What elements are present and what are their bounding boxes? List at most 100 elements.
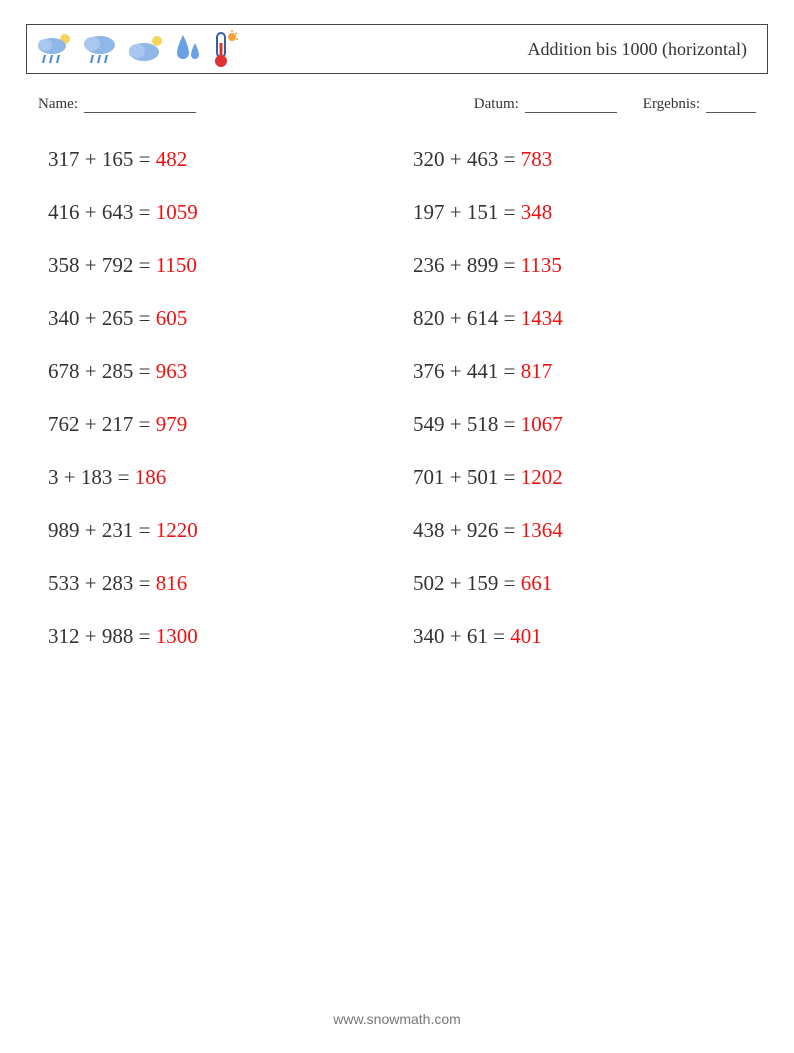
- date-blank[interactable]: [525, 96, 617, 113]
- answer: 817: [521, 359, 553, 383]
- operand-a: 312: [48, 624, 80, 648]
- problem: 236 + 899 = 1135: [413, 253, 768, 278]
- operand-b: 501: [467, 465, 499, 489]
- problem: 416 + 643 = 1059: [48, 200, 403, 225]
- answer: 1059: [156, 200, 198, 224]
- problem: 502 + 159 = 661: [413, 571, 768, 596]
- worksheet-page: Addition bis 1000 (horizontal) Name: Dat…: [0, 0, 794, 1053]
- operand-b: 217: [102, 412, 134, 436]
- problem: 317 + 165 = 482: [48, 147, 403, 172]
- name-blank[interactable]: [84, 96, 196, 113]
- problems-grid: 317 + 165 = 482 320 + 463 = 783 416 + 643 …: [48, 147, 768, 649]
- problem: 3 + 183 = 186: [48, 465, 403, 490]
- cloud-rain-icon: [81, 31, 121, 67]
- answer: 783: [521, 147, 553, 171]
- date-label: Datum:: [474, 96, 519, 113]
- name-label: Name:: [38, 96, 78, 113]
- footer-url: www.snowmath.com: [0, 1011, 794, 1027]
- worksheet-title: Addition bis 1000 (horizontal): [528, 39, 747, 60]
- operand-a: 678: [48, 359, 80, 383]
- operand-a: 416: [48, 200, 80, 224]
- thermometer-sun-icon: [209, 29, 239, 69]
- header-icons: [35, 29, 239, 69]
- operand-a: 236: [413, 253, 445, 277]
- operand-b: 899: [467, 253, 499, 277]
- operand-a: 358: [48, 253, 80, 277]
- operand-b: 988: [102, 624, 134, 648]
- meta-row: Name: Datum: Ergebnis:: [38, 96, 756, 113]
- operand-a: 989: [48, 518, 80, 542]
- problem: 701 + 501 = 1202: [413, 465, 768, 490]
- problem: 989 + 231 = 1220: [48, 518, 403, 543]
- operand-a: 820: [413, 306, 445, 330]
- operand-a: 762: [48, 412, 80, 436]
- operand-b: 159: [467, 571, 499, 595]
- answer: 605: [156, 306, 188, 330]
- problem: 320 + 463 = 783: [413, 147, 768, 172]
- operand-b: 61: [467, 624, 488, 648]
- problem: 762 + 217 = 979: [48, 412, 403, 437]
- problem: 820 + 614 = 1434: [413, 306, 768, 331]
- header: Addition bis 1000 (horizontal): [26, 24, 768, 74]
- answer: 1150: [156, 253, 197, 277]
- operand-b: 285: [102, 359, 134, 383]
- answer: 979: [156, 412, 188, 436]
- answer: 1067: [521, 412, 563, 436]
- answer: 661: [521, 571, 553, 595]
- operand-a: 376: [413, 359, 445, 383]
- operand-a: 438: [413, 518, 445, 542]
- meta-right: Datum: Ergebnis:: [474, 96, 756, 113]
- problem: 376 + 441 = 817: [413, 359, 768, 384]
- operand-a: 197: [413, 200, 445, 224]
- problem: 340 + 61 = 401: [413, 624, 768, 649]
- operand-b: 283: [102, 571, 134, 595]
- answer: 1364: [521, 518, 563, 542]
- answer: 1135: [521, 253, 562, 277]
- raindrops-icon: [173, 31, 203, 67]
- operand-a: 3: [48, 465, 59, 489]
- operand-a: 549: [413, 412, 445, 436]
- operand-b: 614: [467, 306, 499, 330]
- answer: 1220: [156, 518, 198, 542]
- answer: 482: [156, 147, 188, 171]
- operand-b: 518: [467, 412, 499, 436]
- meta-name: Name:: [38, 96, 196, 113]
- problem: 340 + 265 = 605: [48, 306, 403, 331]
- operand-b: 441: [467, 359, 499, 383]
- operand-b: 643: [102, 200, 134, 224]
- problem: 312 + 988 = 1300: [48, 624, 403, 649]
- operand-b: 926: [467, 518, 499, 542]
- result-blank[interactable]: [706, 96, 756, 113]
- problem: 197 + 151 = 348: [413, 200, 768, 225]
- operand-a: 340: [48, 306, 80, 330]
- operand-b: 265: [102, 306, 134, 330]
- answer: 348: [521, 200, 553, 224]
- answer: 1434: [521, 306, 563, 330]
- problem: 678 + 285 = 963: [48, 359, 403, 384]
- problem: 358 + 792 = 1150: [48, 253, 403, 278]
- operand-b: 151: [467, 200, 499, 224]
- problem: 533 + 283 = 816: [48, 571, 403, 596]
- result-label: Ergebnis:: [643, 96, 700, 113]
- operand-b: 165: [102, 147, 134, 171]
- cloud-moon-icon: [127, 32, 167, 66]
- answer: 1202: [521, 465, 563, 489]
- spacer: [623, 96, 637, 113]
- problem: 549 + 518 = 1067: [413, 412, 768, 437]
- operand-a: 340: [413, 624, 445, 648]
- operand-a: 502: [413, 571, 445, 595]
- operand-a: 701: [413, 465, 445, 489]
- operand-a: 533: [48, 571, 80, 595]
- answer: 963: [156, 359, 188, 383]
- operand-b: 231: [102, 518, 134, 542]
- operand-b: 792: [102, 253, 134, 277]
- cloud-rain-moon-icon: [35, 31, 75, 67]
- problem: 438 + 926 = 1364: [413, 518, 768, 543]
- answer: 186: [135, 465, 167, 489]
- answer: 816: [156, 571, 188, 595]
- operand-b: 463: [467, 147, 499, 171]
- operand-a: 317: [48, 147, 80, 171]
- operand-a: 320: [413, 147, 445, 171]
- answer: 401: [510, 624, 542, 648]
- answer: 1300: [156, 624, 198, 648]
